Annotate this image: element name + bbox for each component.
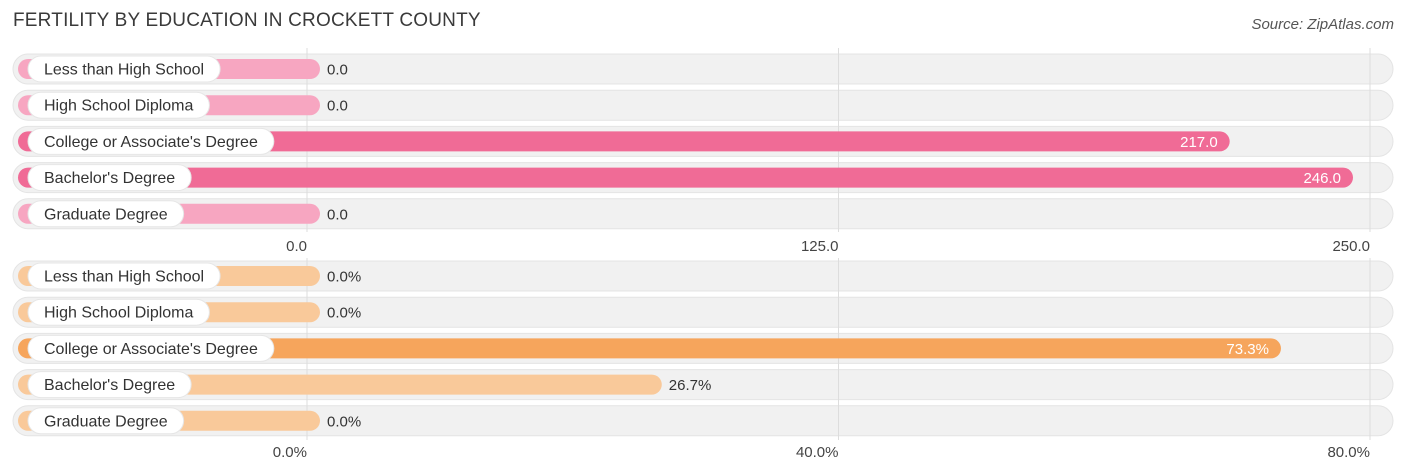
tick-label: 80.0% bbox=[1327, 444, 1370, 461]
value-label: 0.0% bbox=[327, 413, 361, 430]
category-label: Graduate Degree bbox=[44, 206, 168, 223]
value-label: 217.0 bbox=[1180, 134, 1218, 151]
tick-label: 0.0% bbox=[273, 444, 307, 461]
value-label: 0.0 bbox=[327, 206, 348, 223]
category-label: Less than High School bbox=[44, 269, 204, 286]
row-track bbox=[12, 53, 1394, 85]
category-pill bbox=[27, 334, 275, 362]
category-label: College or Associate's Degree bbox=[44, 341, 258, 358]
category-pill bbox=[27, 262, 221, 290]
row-track bbox=[12, 89, 1394, 121]
value-label: 26.7% bbox=[669, 377, 712, 394]
row-track bbox=[12, 405, 1394, 437]
chart-title: FERTILITY BY EDUCATION IN CROCKETT COUNT… bbox=[13, 10, 481, 31]
tick-label: 0.0 bbox=[286, 238, 307, 255]
tick-label: 40.0% bbox=[796, 444, 839, 461]
category-label: Less than High School bbox=[44, 62, 204, 79]
category-pill bbox=[27, 55, 221, 83]
bar bbox=[18, 338, 1281, 359]
bar bbox=[18, 167, 1353, 188]
category-pill bbox=[27, 91, 210, 119]
value-label: 0.0% bbox=[327, 305, 361, 322]
chart-panel-2: Less than High School 0.0% High School Dip… bbox=[12, 258, 1394, 461]
category-label: High School Diploma bbox=[44, 98, 194, 115]
tick-label: 250.0 bbox=[1332, 238, 1370, 255]
bar bbox=[18, 131, 1230, 152]
row-track bbox=[12, 198, 1394, 230]
value-label: 246.0 bbox=[1303, 170, 1341, 187]
category-pill bbox=[27, 298, 210, 326]
value-label: 73.3% bbox=[1226, 341, 1269, 358]
category-pill bbox=[27, 200, 185, 228]
value-label: 0.0 bbox=[327, 62, 348, 79]
category-pill bbox=[27, 371, 192, 399]
value-label: 0.0 bbox=[327, 98, 348, 115]
chart-panel-1: Less than High School 0.0 High School Dipl… bbox=[12, 48, 1394, 255]
category-label: High School Diploma bbox=[44, 305, 194, 322]
category-label: Bachelor's Degree bbox=[44, 170, 175, 187]
category-pill bbox=[27, 407, 185, 435]
value-label: 0.0% bbox=[327, 269, 361, 286]
category-pill bbox=[27, 164, 192, 192]
row-track bbox=[12, 296, 1394, 328]
category-label: College or Associate's Degree bbox=[44, 134, 258, 151]
category-label: Graduate Degree bbox=[44, 413, 168, 430]
category-label: Bachelor's Degree bbox=[44, 377, 175, 394]
source-label: Source: ZipAtlas.com bbox=[1251, 16, 1394, 33]
category-pill bbox=[27, 127, 275, 155]
row-track bbox=[12, 260, 1394, 292]
tick-label: 125.0 bbox=[801, 238, 839, 255]
